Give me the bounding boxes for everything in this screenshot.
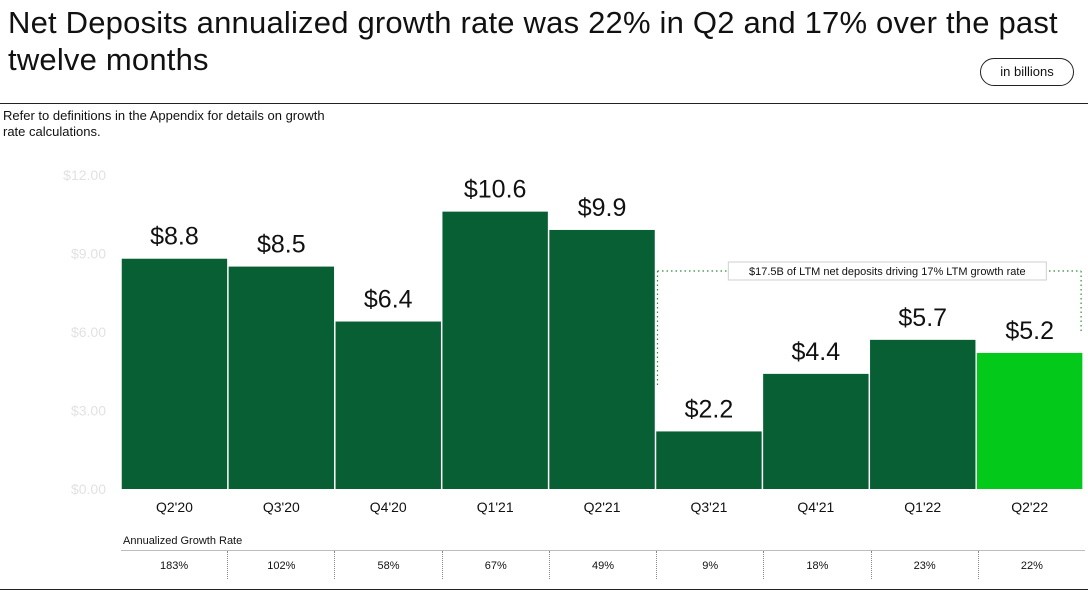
- bar-value-label: $5.2: [1005, 317, 1054, 345]
- growth-rate-cell: 9%: [657, 551, 765, 579]
- bar: [870, 339, 976, 489]
- bar: [335, 321, 441, 489]
- unit-badge: in billions: [980, 58, 1074, 86]
- bar-value-label: $8.5: [257, 231, 306, 259]
- growth-rate-cell: 183%: [121, 551, 229, 579]
- growth-rate-cell: 102%: [228, 551, 336, 579]
- bar: [121, 258, 228, 489]
- x-tick-label: Q4'21: [797, 499, 834, 515]
- x-tick-label: Q1'22: [904, 499, 941, 515]
- bar-value-label: $9.9: [578, 194, 627, 222]
- x-tick-label: Q4'20: [370, 499, 407, 515]
- bar-value-label: $2.2: [685, 395, 734, 423]
- page-title: Net Deposits annualized growth rate was …: [8, 5, 1058, 77]
- x-tick-label: Q2'20: [156, 499, 193, 515]
- x-tick-label: Q3'20: [263, 499, 300, 515]
- bar: [228, 266, 335, 489]
- growth-rate-label: Annualized Growth Rate: [123, 535, 243, 547]
- bar-value-label: $6.4: [364, 286, 413, 314]
- bar-value-label: $4.4: [792, 338, 841, 366]
- bar-value-label: $8.8: [150, 223, 199, 251]
- y-tick-label: $3.00: [71, 403, 106, 419]
- growth-rate-row: 183% 102% 58% 67% 49% 9% 18% 23% 22%: [121, 550, 1085, 579]
- growth-rate-cell: 58%: [335, 551, 443, 579]
- growth-rate-cell: 23%: [872, 551, 979, 579]
- footer-divider: [0, 589, 1088, 590]
- y-tick-label: $9.00: [71, 246, 106, 262]
- ltm-annotation-box: [727, 261, 1047, 281]
- bar: [549, 229, 655, 489]
- y-tick-label: $12.00: [63, 167, 106, 183]
- ltm-annotation-text: $17.5B of LTM net deposits driving 17% L…: [749, 266, 1026, 278]
- bar: [763, 373, 869, 489]
- bar: [442, 211, 548, 489]
- growth-rate-cell: 22%: [1020, 560, 1043, 572]
- y-tick-label: $0.00: [71, 481, 106, 497]
- bar-value-label: $10.6: [464, 176, 527, 204]
- x-tick-label: Q2'21: [584, 499, 621, 515]
- bar: [976, 352, 1083, 489]
- x-tick-label: Q1'21: [477, 499, 514, 515]
- growth-rate-cell: 18%: [764, 551, 872, 579]
- bar: [656, 431, 762, 489]
- x-tick-label: Q2'22: [1011, 499, 1048, 515]
- growth-rate-cell: 67%: [443, 551, 550, 579]
- x-tick-label: Q3'21: [690, 499, 727, 515]
- growth-rate-cell: 49%: [550, 551, 658, 579]
- header-divider: [0, 103, 1088, 104]
- y-tick-label: $6.00: [71, 324, 106, 340]
- bar-value-label: $5.7: [898, 304, 947, 332]
- methodology-note: Refer to definitions in the Appendix for…: [3, 108, 325, 139]
